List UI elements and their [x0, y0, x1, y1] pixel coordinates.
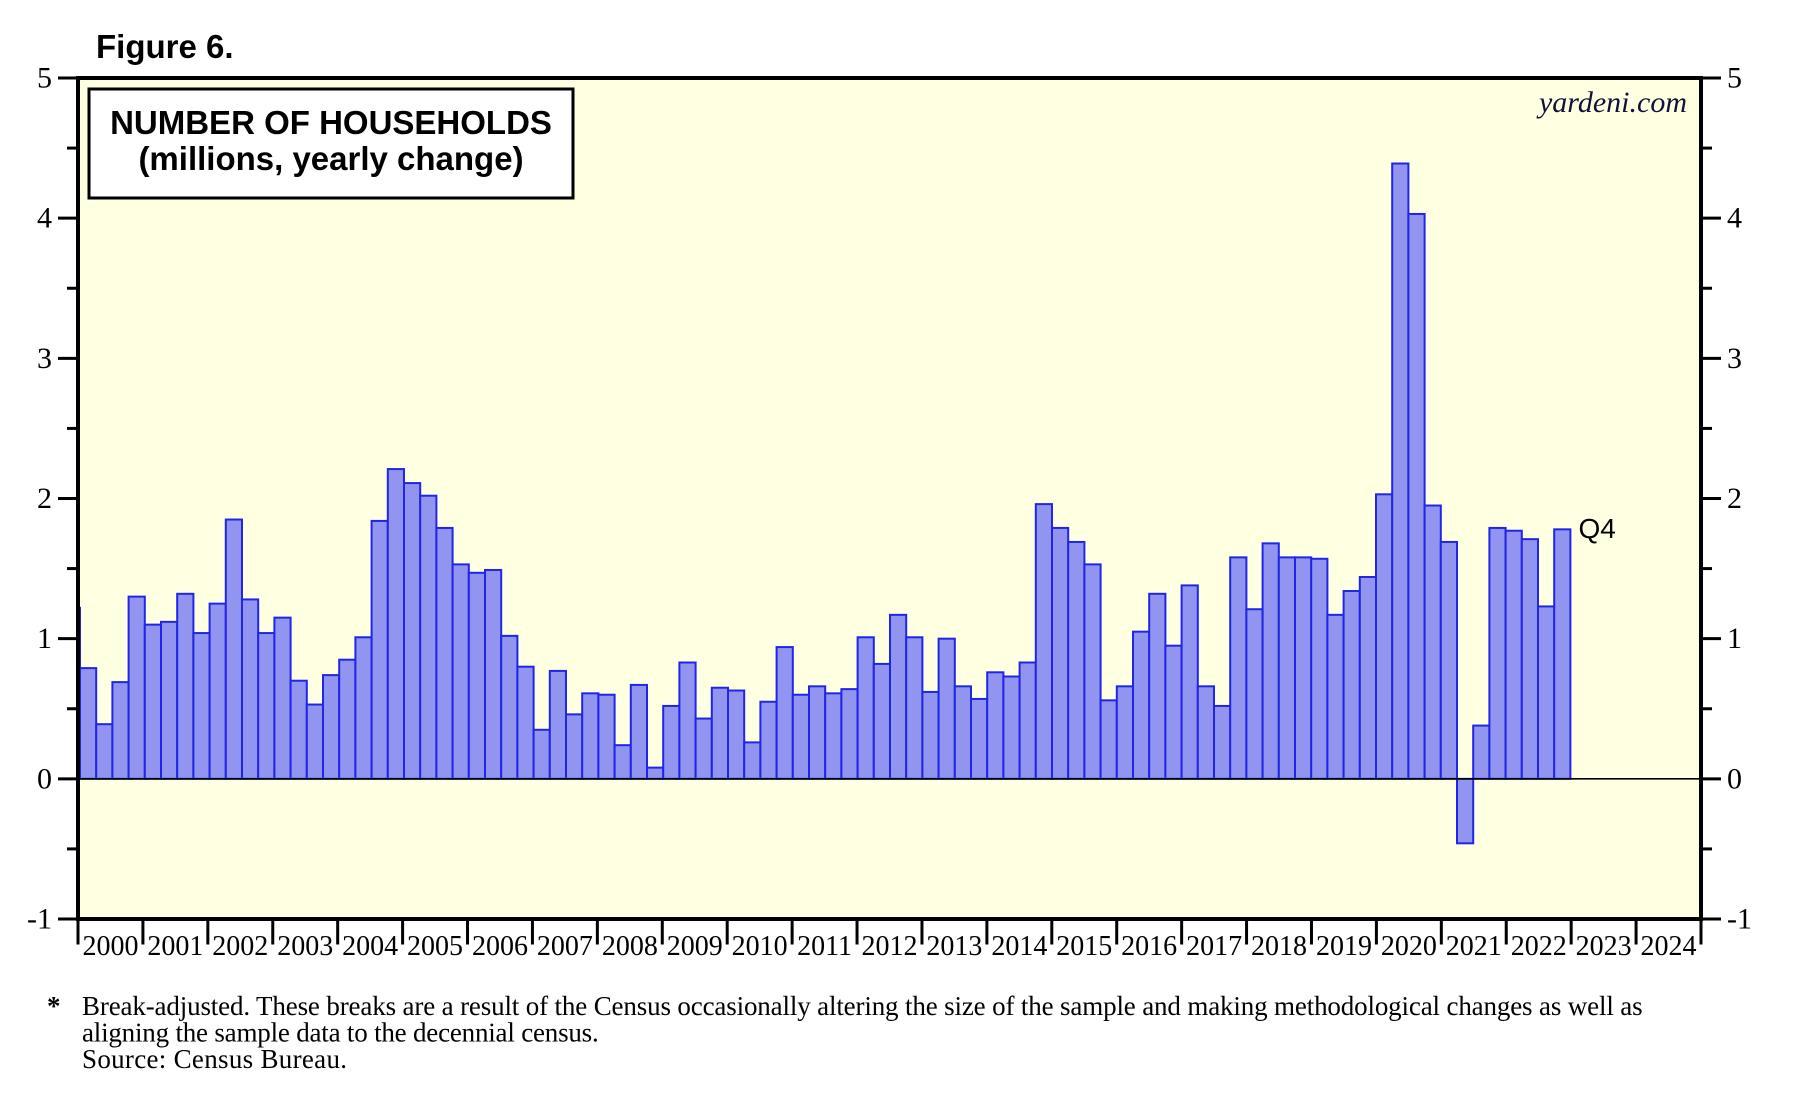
svg-text:2022: 2022 — [1511, 931, 1567, 962]
svg-text:2005: 2005 — [407, 931, 463, 962]
svg-text:Break-adjusted. These breaks a: Break-adjusted. These breaks are a resul… — [82, 991, 1642, 1021]
svg-text:Figure 6.: Figure 6. — [96, 28, 234, 65]
svg-text:2000: 2000 — [82, 931, 138, 962]
svg-text:2004: 2004 — [342, 931, 398, 962]
svg-text:2012: 2012 — [862, 931, 918, 962]
svg-text:2002: 2002 — [212, 931, 268, 962]
svg-text:1: 1 — [37, 622, 52, 655]
svg-text:2010: 2010 — [732, 931, 788, 962]
svg-text:-1: -1 — [27, 903, 52, 936]
svg-text:2011: 2011 — [797, 931, 852, 962]
svg-text:3: 3 — [37, 342, 52, 375]
svg-text:aligning the sample data to th: aligning the sample data to the decennia… — [82, 1018, 599, 1048]
svg-text:2023: 2023 — [1576, 931, 1632, 962]
svg-text:yardeni.com: yardeni.com — [1536, 86, 1687, 119]
svg-text:2019: 2019 — [1316, 931, 1372, 962]
svg-text:2008: 2008 — [602, 931, 658, 962]
svg-text:-1: -1 — [1727, 903, 1752, 936]
svg-text:2021: 2021 — [1446, 931, 1502, 962]
svg-text:2017: 2017 — [1186, 931, 1242, 962]
svg-text:2020: 2020 — [1381, 931, 1437, 962]
svg-text:2013: 2013 — [926, 931, 982, 962]
svg-text:Q4: Q4 — [1579, 513, 1616, 544]
svg-text:2016: 2016 — [1121, 931, 1177, 962]
svg-text:0: 0 — [37, 762, 52, 795]
svg-text:2: 2 — [1727, 482, 1742, 515]
svg-text:2006: 2006 — [472, 931, 528, 962]
svg-text:0: 0 — [1727, 762, 1742, 795]
svg-text:2015: 2015 — [1056, 931, 1112, 962]
svg-text:NUMBER OF HOUSEHOLDS: NUMBER OF HOUSEHOLDS — [110, 104, 552, 141]
svg-text:2024: 2024 — [1641, 931, 1697, 962]
svg-text:4: 4 — [37, 202, 52, 235]
svg-text:2003: 2003 — [277, 931, 333, 962]
svg-text:1: 1 — [1727, 622, 1742, 655]
svg-text:4: 4 — [1727, 202, 1742, 235]
svg-text:*: * — [47, 991, 61, 1021]
svg-text:2018: 2018 — [1251, 931, 1307, 962]
svg-text:Source: Census Bureau.: Source: Census Bureau. — [82, 1044, 347, 1074]
svg-text:5: 5 — [1727, 62, 1742, 95]
svg-text:2: 2 — [37, 482, 52, 515]
svg-text:2009: 2009 — [667, 931, 723, 962]
svg-text:2001: 2001 — [147, 931, 203, 962]
svg-text:5: 5 — [37, 62, 52, 95]
svg-text:2014: 2014 — [991, 931, 1047, 962]
svg-text:(millions, yearly change): (millions, yearly change) — [138, 140, 523, 177]
svg-text:3: 3 — [1727, 342, 1742, 375]
svg-text:2007: 2007 — [537, 931, 593, 962]
